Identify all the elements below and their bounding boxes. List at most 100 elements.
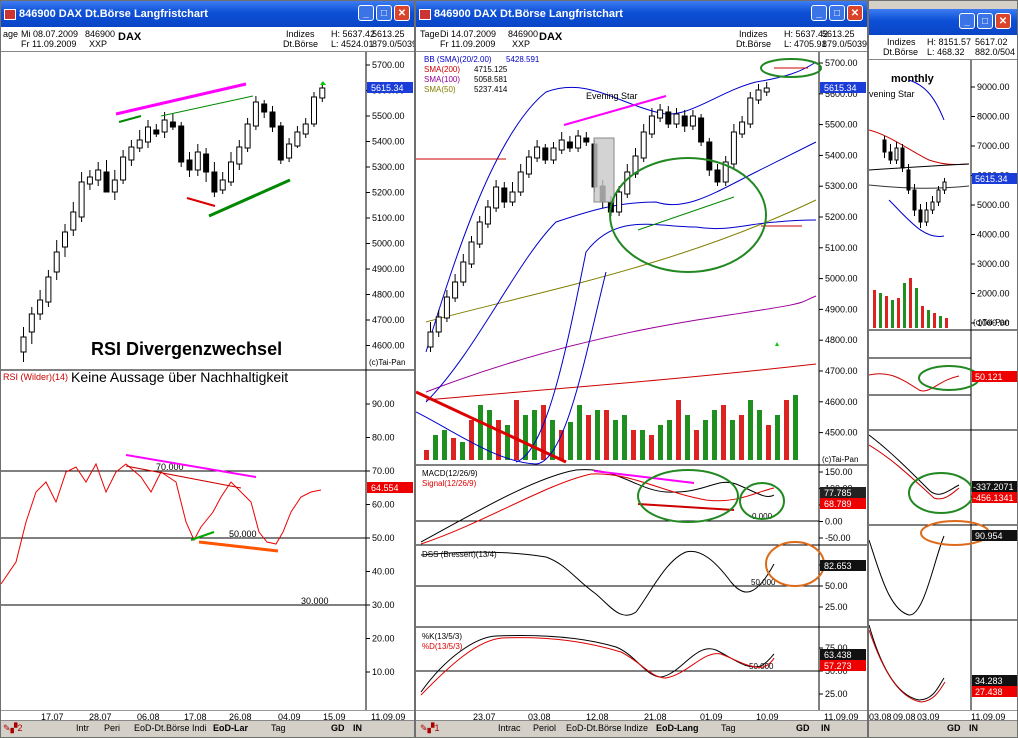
timeframe-label: monthly xyxy=(891,73,935,85)
candle xyxy=(706,141,713,171)
left-tab-bar: ✎▞2 Intr Peri EoD-Dt.Börse Indi EoD-Lar … xyxy=(1,720,414,737)
in-button[interactable]: IN xyxy=(353,723,362,733)
axis-tick-label: 5000.00 xyxy=(977,200,1010,210)
watermark: (c)Tai-Pan xyxy=(973,318,1009,327)
high-value: H: 5637.42 xyxy=(331,29,376,39)
right-tab-bar: GD IN xyxy=(869,720,1017,737)
candle xyxy=(657,109,664,119)
candle xyxy=(739,121,746,135)
axis-tick-label: 3000.00 xyxy=(977,259,1010,269)
instrument-type: Indizes xyxy=(887,37,916,47)
right-chart-area[interactable]: monthly vening Star 9000.00 8000.00 7000.0… xyxy=(869,60,1017,710)
axis-tick-label: 150.00 xyxy=(825,467,853,477)
axis-tick-label: 5400.00 xyxy=(825,150,858,160)
gd-button[interactable]: GD xyxy=(796,723,810,733)
axis-tick-label: 60.00 xyxy=(372,500,395,510)
volume-bar xyxy=(433,435,438,460)
volume-bar xyxy=(658,425,663,460)
candle xyxy=(261,103,268,113)
left-price-rsi-chart[interactable]: 5700.005600.005500.005400.005300.005200.… xyxy=(1,52,414,710)
stoch-k-label: %K(13/5/3) xyxy=(422,632,462,641)
left-info-bar: age Mi 08.07.2009 Fr 11.09.2009 846900 X… xyxy=(1,27,414,52)
volume-bar xyxy=(903,283,906,328)
close-button[interactable]: ✕ xyxy=(847,5,863,21)
candle xyxy=(236,146,243,165)
rsi-indicator-label: RSI (Wilder)(14) xyxy=(3,372,68,382)
x-axis-label: 09.08 xyxy=(893,712,916,722)
price-marker-label: 5615.34 xyxy=(824,83,857,93)
left-title-bar[interactable]: 846900 DAX Dt.Börse Langfristchart _ □ ✕ xyxy=(1,1,414,27)
minimize-button[interactable]: _ xyxy=(811,5,827,21)
right-monthly-chart[interactable]: monthly vening Star 9000.00 8000.00 7000.0… xyxy=(869,60,1017,710)
in-button[interactable]: IN xyxy=(821,723,830,733)
trend-line xyxy=(118,115,142,123)
dss-line xyxy=(420,550,775,616)
candle xyxy=(286,143,293,159)
tab-period[interactable]: Peri xyxy=(104,723,121,733)
candle xyxy=(882,139,887,153)
candle xyxy=(277,125,284,161)
macd-zero-label: 0.000 xyxy=(752,512,773,521)
chart-tool-icon[interactable]: ✎▞2 xyxy=(3,723,23,733)
tab-eod-indices[interactable]: EoD-Dt.Börse Indi xyxy=(134,723,207,733)
candle xyxy=(28,313,35,333)
period-select[interactable]: Tag xyxy=(721,723,736,733)
axis-tick-label: 70.00 xyxy=(372,466,395,476)
instrument-name: DAX xyxy=(118,31,142,43)
volume-bar xyxy=(523,415,528,460)
highlight-circle xyxy=(765,541,825,587)
middle-chart-area[interactable]: 5700.00 5600.00 5500.00 5400.00 5300.00 5200.… xyxy=(416,52,867,710)
tab-eod-long[interactable]: EoD-Lar xyxy=(213,723,249,733)
bollinger-upper xyxy=(425,61,817,353)
stoch-k-marker-label: 63.438 xyxy=(824,650,852,660)
volume-bar xyxy=(879,293,882,328)
minimize-button[interactable]: _ xyxy=(959,13,975,29)
start-date: Di 14.07.2009 xyxy=(440,29,497,39)
tab-intraday[interactable]: Intr xyxy=(76,723,90,733)
chart-tool-icon[interactable]: ✎▞1 xyxy=(420,723,440,733)
candle xyxy=(640,131,647,159)
middle-price-indicator-chart[interactable]: 5700.00 5600.00 5500.00 5400.00 5300.00 5200.… xyxy=(416,52,867,710)
tab-eod-indices[interactable]: EoD-Dt.Börse Indize xyxy=(566,723,649,733)
volume-value: 879.0/5039 xyxy=(822,39,868,49)
stoch-d-line xyxy=(869,629,946,703)
macd-marker-label: -337.2071 xyxy=(973,482,1014,492)
rsi-marker-label: 64.554 xyxy=(371,483,399,493)
macd-marker-label: 77.785 xyxy=(824,488,852,498)
in-button[interactable]: IN xyxy=(969,723,978,733)
signal-marker-label: 68.789 xyxy=(824,499,852,509)
x-axis-label: 17.07 xyxy=(41,712,64,722)
evening-star-label: vening Star xyxy=(869,89,915,99)
right-title-bar[interactable]: _ □ ✕ xyxy=(869,9,1017,35)
maximize-button[interactable]: □ xyxy=(376,5,392,21)
candle xyxy=(698,117,705,143)
highlight-circle xyxy=(637,469,739,523)
exchange-code: XXP xyxy=(512,39,531,49)
axis-tick-label: 4800.00 xyxy=(372,290,405,300)
minimize-button[interactable]: _ xyxy=(358,5,374,21)
period-select[interactable]: Tag xyxy=(271,723,286,733)
divergence-line xyxy=(563,95,667,126)
axis-tick-label: 80.00 xyxy=(372,433,395,443)
tab-intraday[interactable]: Intrac xyxy=(498,723,521,733)
volume-bar xyxy=(793,395,798,460)
close-button[interactable]: ✕ xyxy=(394,5,410,21)
stoch-d-marker xyxy=(972,686,1017,697)
candle xyxy=(427,331,434,348)
maximize-button[interactable]: □ xyxy=(829,5,845,21)
maximize-button[interactable]: □ xyxy=(977,13,993,29)
volume-bar xyxy=(550,420,555,460)
left-chart-area[interactable]: 5700.005600.005500.005400.005300.005200.… xyxy=(1,52,414,710)
tab-eod-long[interactable]: EoD-Lang xyxy=(656,723,699,733)
middle-title-bar[interactable]: 846900 DAX Dt.Börse Langfristchart _ □ ✕ xyxy=(416,1,867,27)
gd-button[interactable]: GD xyxy=(947,723,961,733)
candle xyxy=(665,111,672,125)
security-code: 846900 xyxy=(85,29,116,39)
close-button[interactable]: ✕ xyxy=(995,13,1011,29)
tab-period[interactable]: Periol xyxy=(533,723,557,733)
axis-tick-label: 5600.00 xyxy=(825,89,858,99)
label-days: Tage xyxy=(420,29,440,39)
price-marker xyxy=(972,173,1017,184)
candle xyxy=(730,131,737,165)
gd-button[interactable]: GD xyxy=(331,723,345,733)
